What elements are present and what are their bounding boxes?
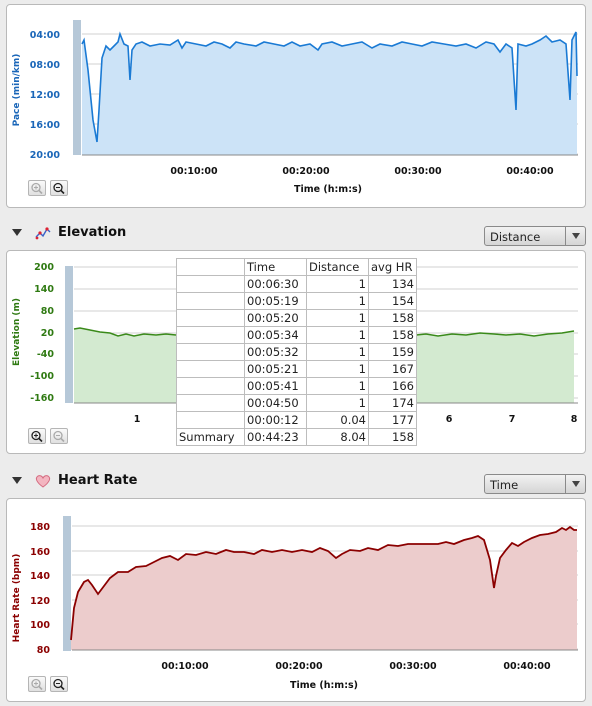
table-row: 00:05:32 1 159 <box>176 343 417 361</box>
lap-avg-hr: 166 <box>368 377 417 395</box>
elevation-section-header[interactable]: Elevation <box>0 219 592 249</box>
chevron-down-icon <box>572 481 580 487</box>
lap-distance: 0.04 <box>306 411 369 429</box>
table-row: 00:05:21 1 167 <box>176 360 417 378</box>
table-header <box>176 258 245 276</box>
table-row: 00:05:19 1 154 <box>176 292 417 310</box>
chevron-down-icon <box>572 233 580 239</box>
lap-name <box>176 309 245 327</box>
elevation-chart-icon <box>35 227 51 240</box>
lap-time: 00:05:20 <box>244 309 307 327</box>
dropdown-value: Distance <box>490 230 541 244</box>
lap-name <box>176 394 245 412</box>
lap-distance: 1 <box>306 309 369 327</box>
dropdown-value: Time <box>490 478 519 492</box>
lap-distance: 1 <box>306 326 369 344</box>
lap-avg-hr: 167 <box>368 360 417 378</box>
lap-time: 00:05:41 <box>244 377 307 395</box>
lap-distance: 1 <box>306 360 369 378</box>
summary-label: Summary <box>176 428 245 446</box>
lap-avg-hr: 177 <box>368 411 417 429</box>
heart-rate-y-axis-label: Heart Rate (bpm) <box>12 553 22 643</box>
lap-avg-hr: 134 <box>368 275 417 293</box>
lap-name <box>176 377 245 395</box>
table-row: 00:05:41 1 166 <box>176 377 417 395</box>
lap-name <box>176 275 245 293</box>
collapse-triangle-icon[interactable] <box>12 477 22 484</box>
heart-rate-zoom-out-button[interactable] <box>50 676 68 692</box>
lap-distance: 1 <box>306 275 369 293</box>
summary-hr: 158 <box>368 428 417 446</box>
lap-avg-hr: 158 <box>368 326 417 344</box>
table-header: Time <box>244 258 307 276</box>
lap-avg-hr: 174 <box>368 394 417 412</box>
table-row: 00:06:30 1 134 <box>176 275 417 293</box>
table-summary-row: Summary 00:44:23 8.04 158 <box>176 428 417 446</box>
summary-time: 00:44:23 <box>244 428 307 446</box>
lap-avg-hr: 158 <box>368 309 417 327</box>
table-row: 00:05:34 1 158 <box>176 326 417 344</box>
summary-distance: 8.04 <box>306 428 369 446</box>
lap-time: 00:05:32 <box>244 343 307 361</box>
lap-distance: 1 <box>306 377 369 395</box>
zoom-in-icon <box>31 678 43 691</box>
lap-name <box>176 411 245 429</box>
zoom-in-icon <box>31 430 43 443</box>
collapse-triangle-icon[interactable] <box>12 229 22 236</box>
elevation-y-axis-label: Elevation (m) <box>12 298 22 366</box>
lap-avg-hr: 154 <box>368 292 417 310</box>
pace-chart-panel: Pace (min/km) <box>6 4 586 208</box>
table-row: 00:05:20 1 158 <box>176 309 417 327</box>
table-row: 00:00:12 0.04 177 <box>176 411 417 429</box>
zoom-out-icon <box>53 182 65 195</box>
lap-time: 00:05:34 <box>244 326 307 344</box>
heart-rate-section-header[interactable]: Heart Rate <box>0 467 592 497</box>
lap-time: 00:00:12 <box>244 411 307 429</box>
elevation-zoom-out-button[interactable] <box>50 428 68 444</box>
lap-name <box>176 326 245 344</box>
lap-avg-hr: 159 <box>368 343 417 361</box>
table-header: Distance <box>306 258 369 276</box>
lap-distance: 1 <box>306 343 369 361</box>
lap-time: 00:05:19 <box>244 292 307 310</box>
table-row: 00:04:50 1 174 <box>176 394 417 412</box>
lap-name <box>176 343 245 361</box>
heart-rate-axis-dropdown[interactable]: Time <box>484 474 586 494</box>
lap-time: 00:04:50 <box>244 394 307 412</box>
table-header-row: Time Distance avg HR <box>176 258 417 276</box>
zoom-in-icon <box>31 182 43 195</box>
lap-time: 00:05:21 <box>244 360 307 378</box>
lap-distance: 1 <box>306 292 369 310</box>
lap-summary-table: Time Distance avg HR 00:06:30 1 134 00:05:1… <box>176 258 417 446</box>
lap-name <box>176 360 245 378</box>
pace-zoom-out-button[interactable] <box>50 180 68 196</box>
heart-rate-chart-panel: Heart Rate (bpm) <box>6 498 586 702</box>
table-header: avg HR <box>368 258 417 276</box>
heart-icon <box>35 475 51 488</box>
zoom-out-icon <box>53 430 65 443</box>
heart-rate-section-title: Heart Rate <box>58 473 138 488</box>
pace-y-axis-label: Pace (min/km) <box>12 53 22 127</box>
lap-time: 00:06:30 <box>244 275 307 293</box>
lap-name <box>176 292 245 310</box>
pace-zoom-in-button[interactable] <box>28 180 46 196</box>
elevation-zoom-in-button[interactable] <box>28 428 46 444</box>
elevation-axis-dropdown[interactable]: Distance <box>484 226 586 246</box>
zoom-out-icon <box>53 678 65 691</box>
heart-rate-zoom-in-button[interactable] <box>28 676 46 692</box>
lap-distance: 1 <box>306 394 369 412</box>
elevation-section-title: Elevation <box>58 225 127 240</box>
